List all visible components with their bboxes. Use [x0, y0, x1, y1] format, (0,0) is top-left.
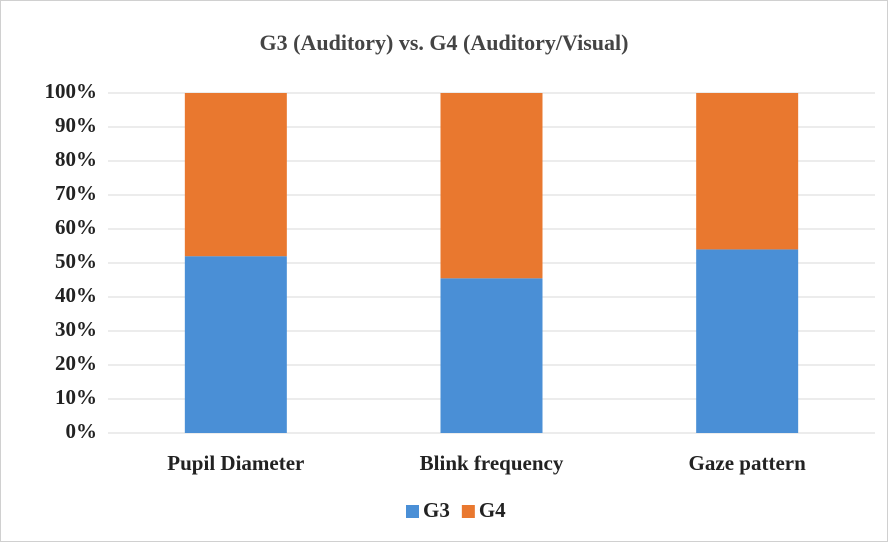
x-tick-label: Pupil Diameter [167, 451, 304, 475]
y-tick-label: 90% [55, 113, 97, 137]
x-tick-label: Blink frequency [420, 451, 564, 475]
legend-label: G3 [423, 498, 450, 522]
bar-segment [440, 278, 543, 433]
y-tick-label: 50% [55, 249, 97, 273]
legend-swatch [406, 505, 419, 518]
legend-swatch [461, 505, 475, 518]
legend-label: G4 [479, 498, 506, 522]
bar-segment [184, 256, 287, 433]
x-tick-label: Gaze pattern [689, 451, 807, 475]
y-tick-label: 60% [55, 215, 97, 239]
bar-segment [440, 93, 543, 279]
y-tick-label: 20% [55, 351, 97, 375]
y-tick-label: 80% [55, 147, 97, 171]
y-tick-label: 30% [55, 317, 97, 341]
chart-title: G3 (Auditory) vs. G4 (Auditory/Visual) [260, 30, 629, 55]
bar-segment [696, 249, 799, 433]
y-tick-label: 100% [45, 79, 98, 103]
y-tick-label: 40% [55, 283, 97, 307]
bar-segment [696, 93, 799, 250]
y-tick-label: 70% [55, 181, 97, 205]
bar-segment [184, 93, 287, 257]
y-tick-label: 10% [55, 385, 97, 409]
y-tick-label: 0% [66, 419, 98, 443]
